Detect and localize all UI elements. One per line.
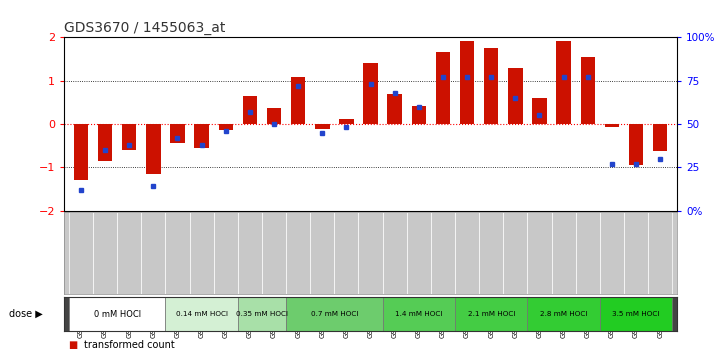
Bar: [363, 63, 378, 124]
Bar: [262, 212, 286, 294]
Bar: [503, 212, 527, 294]
Text: 3.5 mM HOCl: 3.5 mM HOCl: [612, 311, 660, 317]
Bar: [286, 212, 310, 294]
Bar: [431, 212, 455, 294]
Bar: [334, 212, 358, 294]
Bar: [629, 124, 644, 165]
Bar: [117, 212, 141, 294]
Bar: [238, 212, 262, 294]
Text: 2.1 mM HOCl: 2.1 mM HOCl: [467, 311, 515, 317]
Bar: [624, 212, 648, 294]
Bar: [189, 212, 214, 294]
Bar: [436, 52, 450, 124]
Bar: [580, 57, 595, 124]
Bar: [653, 124, 668, 151]
Bar: [266, 108, 281, 124]
Bar: [600, 212, 624, 294]
Bar: [552, 212, 576, 294]
Bar: [69, 212, 93, 294]
Bar: [600, 297, 672, 331]
Bar: [242, 96, 257, 124]
Bar: [508, 68, 523, 124]
Bar: [455, 212, 479, 294]
Bar: [527, 212, 552, 294]
Bar: [170, 124, 185, 143]
Bar: [165, 297, 238, 331]
Bar: [484, 48, 499, 124]
Bar: [141, 212, 165, 294]
Bar: [122, 124, 136, 150]
Bar: [286, 297, 383, 331]
Bar: [479, 212, 503, 294]
Bar: [93, 212, 117, 294]
Bar: [218, 124, 233, 130]
Bar: [648, 212, 672, 294]
Text: ■: ■: [68, 341, 77, 350]
Bar: [387, 95, 402, 124]
Bar: [358, 212, 383, 294]
Bar: [146, 124, 161, 174]
Bar: [238, 297, 286, 331]
Bar: [339, 119, 354, 124]
Bar: [69, 297, 165, 331]
Bar: [556, 41, 571, 124]
Bar: [527, 297, 600, 331]
Text: GDS3670 / 1455063_at: GDS3670 / 1455063_at: [64, 21, 226, 35]
Text: dose ▶: dose ▶: [9, 309, 43, 319]
Text: 1.4 mM HOCl: 1.4 mM HOCl: [395, 311, 443, 317]
Text: 0 mM HOCl: 0 mM HOCl: [94, 310, 141, 319]
Bar: [532, 98, 547, 124]
Bar: [165, 212, 189, 294]
Text: 0.35 mM HOCl: 0.35 mM HOCl: [236, 311, 288, 317]
Bar: [315, 124, 330, 129]
Bar: [291, 77, 305, 124]
Bar: [98, 124, 112, 161]
Text: 0.7 mM HOCl: 0.7 mM HOCl: [311, 311, 358, 317]
Bar: [383, 297, 455, 331]
Bar: [383, 212, 407, 294]
Text: transformed count: transformed count: [84, 341, 175, 350]
Text: 2.8 mM HOCl: 2.8 mM HOCl: [540, 311, 587, 317]
Bar: [194, 124, 209, 148]
Bar: [455, 297, 527, 331]
Bar: [460, 41, 475, 124]
Bar: [605, 124, 619, 127]
Bar: [407, 212, 431, 294]
Bar: [576, 212, 600, 294]
Bar: [310, 212, 334, 294]
Bar: [214, 212, 238, 294]
Bar: [74, 124, 88, 180]
Bar: [411, 106, 426, 124]
Text: 0.14 mM HOCl: 0.14 mM HOCl: [175, 311, 228, 317]
